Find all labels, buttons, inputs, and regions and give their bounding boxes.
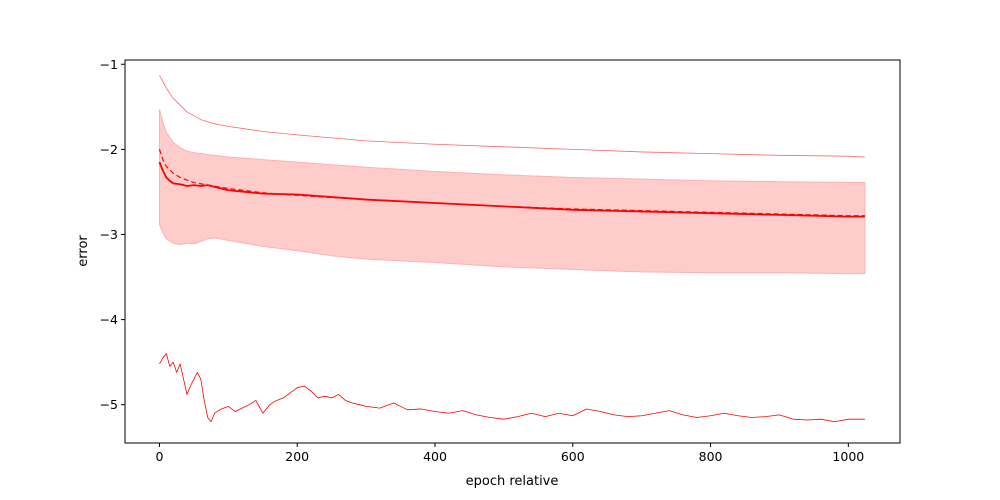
series-line-3 [159,75,865,158]
y-axis-label: error [76,235,91,267]
x-tick-label: 800 [699,449,723,464]
y-tick-label: −4 [100,312,118,327]
std-band [158,109,866,275]
x-tick-label: 400 [423,449,447,464]
plot-area [158,75,866,423]
axis-ticks: 0 200 400 600 800 1000 −5 −4 −3 −2 −1 [100,57,865,464]
axes-frame [124,59,901,444]
series-line-2 [158,161,865,218]
y-tick-label: −3 [100,227,118,242]
x-tick-label: 0 [155,449,163,464]
y-tick-label: −2 [100,142,118,157]
x-axis-label: epoch relative [466,474,559,489]
x-tick-label: 200 [285,449,309,464]
series-line-4 [159,353,865,423]
x-tick-label: 600 [561,449,585,464]
y-tick-label: −1 [100,57,118,72]
x-tick-label: 1000 [832,449,864,464]
y-tick-label: −5 [100,397,118,412]
